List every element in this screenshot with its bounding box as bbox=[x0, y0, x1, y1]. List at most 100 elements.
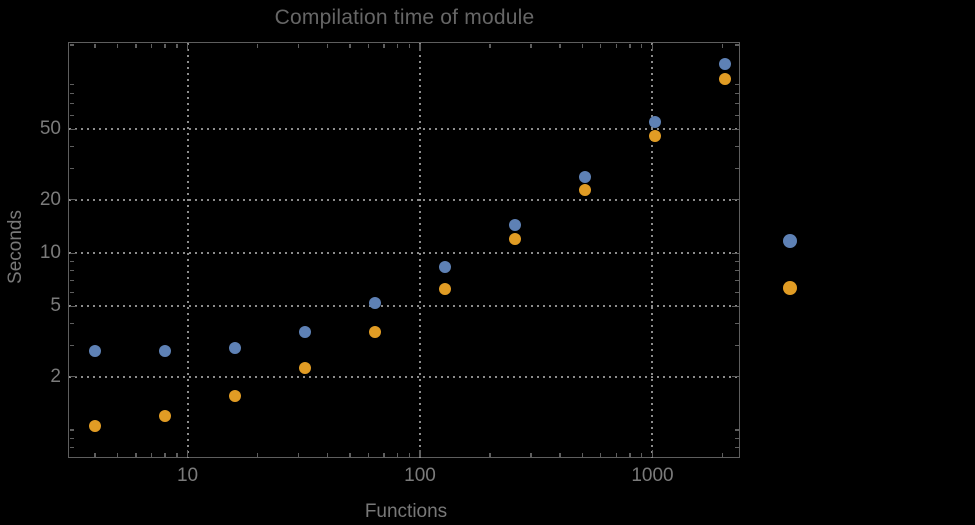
y-minor-tick bbox=[70, 44, 74, 46]
y-minor-tick bbox=[70, 92, 74, 94]
x-minor-tick bbox=[530, 44, 532, 48]
y-minor-tick bbox=[735, 291, 739, 293]
x-minor-tick bbox=[176, 44, 178, 48]
y-major-tick bbox=[70, 376, 77, 378]
x-tick-label: 100 bbox=[404, 465, 436, 486]
y-major-tick bbox=[732, 376, 739, 378]
y-minor-tick bbox=[70, 437, 74, 439]
data-point-series-2 bbox=[508, 233, 521, 246]
data-point-series-2 bbox=[648, 129, 661, 142]
x-minor-tick bbox=[721, 44, 724, 48]
x-minor-tick bbox=[150, 453, 153, 457]
y-minor-tick bbox=[735, 446, 739, 448]
x-minor-tick bbox=[530, 453, 532, 457]
x-minor-tick bbox=[297, 44, 300, 48]
y-minor-tick bbox=[70, 279, 74, 282]
x-minor-tick bbox=[256, 44, 259, 48]
y-tick-label: 10 bbox=[39, 242, 61, 264]
x-gridline bbox=[186, 43, 189, 458]
y-gridline bbox=[69, 305, 740, 308]
x-minor-tick bbox=[396, 44, 399, 48]
data-point-series-1 bbox=[89, 344, 102, 357]
y-minor-tick bbox=[735, 44, 739, 46]
x-minor-tick bbox=[349, 44, 351, 48]
x-minor-tick bbox=[367, 453, 370, 457]
x-minor-tick bbox=[559, 44, 561, 48]
x-minor-tick bbox=[641, 453, 643, 457]
x-minor-tick bbox=[94, 44, 96, 48]
x-minor-tick bbox=[326, 44, 329, 48]
legend-marker-1 bbox=[783, 234, 797, 248]
x-minor-tick bbox=[408, 453, 410, 457]
y-minor-tick bbox=[70, 345, 74, 347]
data-point-series-2 bbox=[229, 390, 241, 403]
x-minor-tick bbox=[116, 453, 119, 457]
y-minor-tick bbox=[735, 429, 739, 431]
data-point-series-1 bbox=[229, 342, 241, 355]
y-minor-tick bbox=[735, 102, 739, 105]
y-minor-tick bbox=[70, 145, 74, 148]
x-minor-tick bbox=[135, 453, 137, 457]
x-minor-tick bbox=[629, 44, 631, 48]
x-minor-tick bbox=[408, 44, 410, 48]
y-tick-label: 50 bbox=[39, 118, 61, 140]
x-minor-tick bbox=[150, 44, 153, 48]
data-point-series-1 bbox=[578, 170, 591, 183]
x-major-tick bbox=[651, 450, 654, 457]
x-minor-tick bbox=[581, 44, 584, 48]
data-point-series-1 bbox=[438, 260, 451, 273]
y-minor-tick bbox=[70, 456, 74, 459]
y-minor-tick bbox=[735, 145, 739, 148]
data-point-series-1 bbox=[648, 116, 661, 129]
x-tick-label: 10 bbox=[176, 465, 199, 486]
x-minor-tick bbox=[559, 453, 561, 457]
y-minor-tick bbox=[735, 269, 739, 271]
data-point-series-2 bbox=[298, 361, 311, 374]
data-point-series-1 bbox=[718, 58, 731, 71]
y-minor-tick bbox=[70, 114, 74, 117]
data-point-series-2 bbox=[438, 282, 451, 295]
y-minor-tick bbox=[70, 102, 74, 105]
y-tick-label: 2 bbox=[50, 365, 61, 387]
x-minor-tick bbox=[164, 44, 166, 48]
y-tick-label: 20 bbox=[39, 188, 61, 210]
y-gridline bbox=[69, 375, 740, 378]
plot-frame bbox=[68, 42, 740, 458]
x-minor-tick bbox=[176, 453, 178, 457]
y-minor-tick bbox=[70, 260, 74, 262]
data-point-series-1 bbox=[159, 344, 172, 357]
data-point-series-1 bbox=[298, 325, 311, 338]
y-major-tick bbox=[732, 252, 739, 254]
x-major-tick bbox=[186, 450, 189, 457]
data-point-series-1 bbox=[368, 297, 381, 310]
x-minor-tick bbox=[581, 453, 584, 457]
x-minor-tick bbox=[164, 453, 166, 457]
y-minor-tick bbox=[735, 260, 739, 262]
x-minor-tick bbox=[94, 453, 96, 457]
x-minor-tick bbox=[396, 453, 399, 457]
x-minor-tick bbox=[383, 453, 385, 457]
y-minor-tick bbox=[735, 168, 739, 170]
y-major-tick bbox=[732, 128, 739, 131]
x-major-tick bbox=[186, 44, 189, 51]
x-major-tick bbox=[651, 44, 654, 51]
x-major-tick bbox=[419, 450, 421, 457]
y-minor-tick bbox=[735, 279, 739, 282]
x-minor-tick bbox=[116, 44, 119, 48]
y-gridline bbox=[69, 128, 740, 131]
x-minor-tick bbox=[256, 453, 259, 457]
x-minor-tick bbox=[349, 453, 351, 457]
y-major-tick bbox=[732, 199, 739, 201]
x-minor-tick bbox=[326, 453, 329, 457]
y-minor-tick bbox=[735, 437, 739, 439]
x-minor-tick bbox=[489, 453, 491, 457]
data-point-series-2 bbox=[718, 73, 731, 86]
y-minor-tick bbox=[70, 291, 74, 293]
y-minor-tick bbox=[70, 83, 74, 85]
x-minor-tick bbox=[297, 453, 300, 457]
data-point-series-2 bbox=[159, 410, 172, 423]
x-minor-tick bbox=[135, 44, 137, 48]
x-tick-label: 1000 bbox=[631, 465, 674, 486]
chart-title: Compilation time of module bbox=[274, 6, 535, 29]
